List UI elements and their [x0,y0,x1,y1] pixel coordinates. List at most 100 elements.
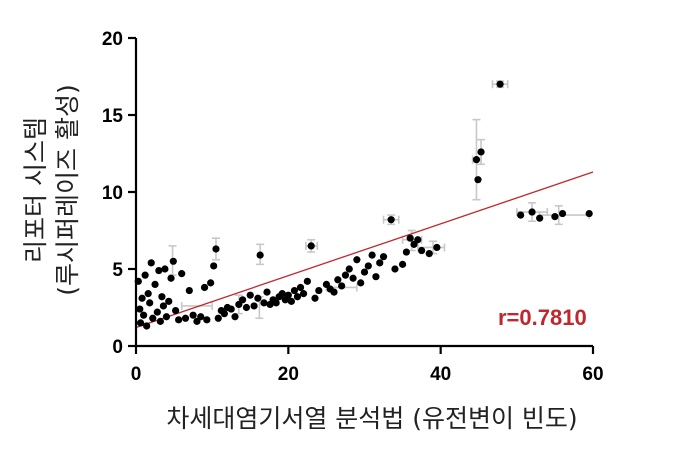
data-point [311,294,319,302]
y-tick-label: 15 [102,106,124,127]
data-point [387,216,395,224]
data-point [406,234,414,242]
data-point [353,256,361,264]
data-point [345,265,353,273]
data-point [138,294,146,302]
y-axis-title-line2: (루시퍼레이즈 활성) [53,84,82,295]
error-bar [180,301,213,310]
data-point [153,308,161,316]
x-ticks-group: 0 20 40 60 [131,346,604,385]
data-point [372,273,380,281]
data-point [376,259,384,267]
data-point [151,280,159,288]
data-point [169,257,177,265]
data-point [477,148,485,156]
data-point [161,265,169,273]
data-point [357,279,365,287]
data-point [167,274,175,282]
data-point [172,306,180,315]
x-tick-label: 0 [131,364,142,385]
data-point [143,322,151,330]
data-point [558,209,567,218]
data-point [246,291,254,299]
data-point [263,288,271,296]
data-point [528,208,536,216]
data-point [197,313,205,321]
data-point [250,302,258,310]
data-point [307,242,315,250]
data-point [140,311,148,319]
data-point [242,303,251,312]
data-point [239,296,247,304]
data-point [162,313,171,321]
data-point [349,274,357,282]
data-point [360,268,369,276]
data-point [159,302,168,310]
x-tick-label: 60 [582,364,603,385]
data-point [398,260,407,268]
data-point [474,176,482,184]
data-point [189,311,197,319]
data-point [272,299,280,307]
data-point [200,283,209,292]
data-point [260,299,268,307]
data-point [231,313,239,321]
data-point [536,214,544,222]
trend-line [135,171,594,329]
data-point [136,305,144,313]
data-point [364,262,372,270]
y-ticks-group: 0 5 10 15 20 [102,29,136,358]
y-tick-label: 5 [112,260,123,281]
data-point [293,293,302,301]
data-point [315,286,323,295]
data-point [212,245,220,253]
data-point [341,271,350,279]
data-point [472,156,481,164]
data-point [330,288,338,296]
data-point [185,286,193,295]
x-axis-title: 차세대염기서열 분석법 (유전변이 빈도) [166,404,577,433]
data-point [146,299,154,307]
data-point [181,314,190,322]
data-point [256,251,264,259]
y-tick-label: 0 [112,337,123,358]
data-point [144,290,152,298]
y-axis-title: 리포터 시스템 (루시퍼레이즈 활성) [21,84,82,295]
data-point [585,209,593,218]
data-point [147,259,155,267]
data-point [207,279,215,287]
data-point [210,262,218,270]
data-point [517,211,525,219]
data-point [334,276,342,284]
data-point [141,271,149,279]
data-point [158,293,166,301]
data-point [165,297,173,305]
data-point [425,250,433,258]
data-point [227,305,235,313]
correlation-annotation: r=0.7810 [498,305,587,330]
y-tick-label: 20 [102,29,123,50]
data-point [220,310,228,318]
data-points-group [134,80,593,330]
data-point [175,316,183,324]
data-point [214,314,222,322]
data-point [303,277,311,285]
data-point [433,243,441,252]
data-point [290,286,299,295]
data-point [402,248,410,256]
data-point [155,266,163,275]
data-point [338,282,346,290]
y-axis-title-line1: 리포터 시스템 [21,117,50,263]
data-point [254,294,262,302]
error-bars-group [168,80,590,320]
data-point [496,80,504,88]
data-point [287,297,295,305]
x-tick-label: 40 [430,364,451,385]
data-point [203,316,211,324]
data-point [391,265,399,273]
data-point [149,314,157,322]
data-point [418,246,426,255]
y-tick-label: 10 [102,183,123,204]
data-point [156,317,164,325]
